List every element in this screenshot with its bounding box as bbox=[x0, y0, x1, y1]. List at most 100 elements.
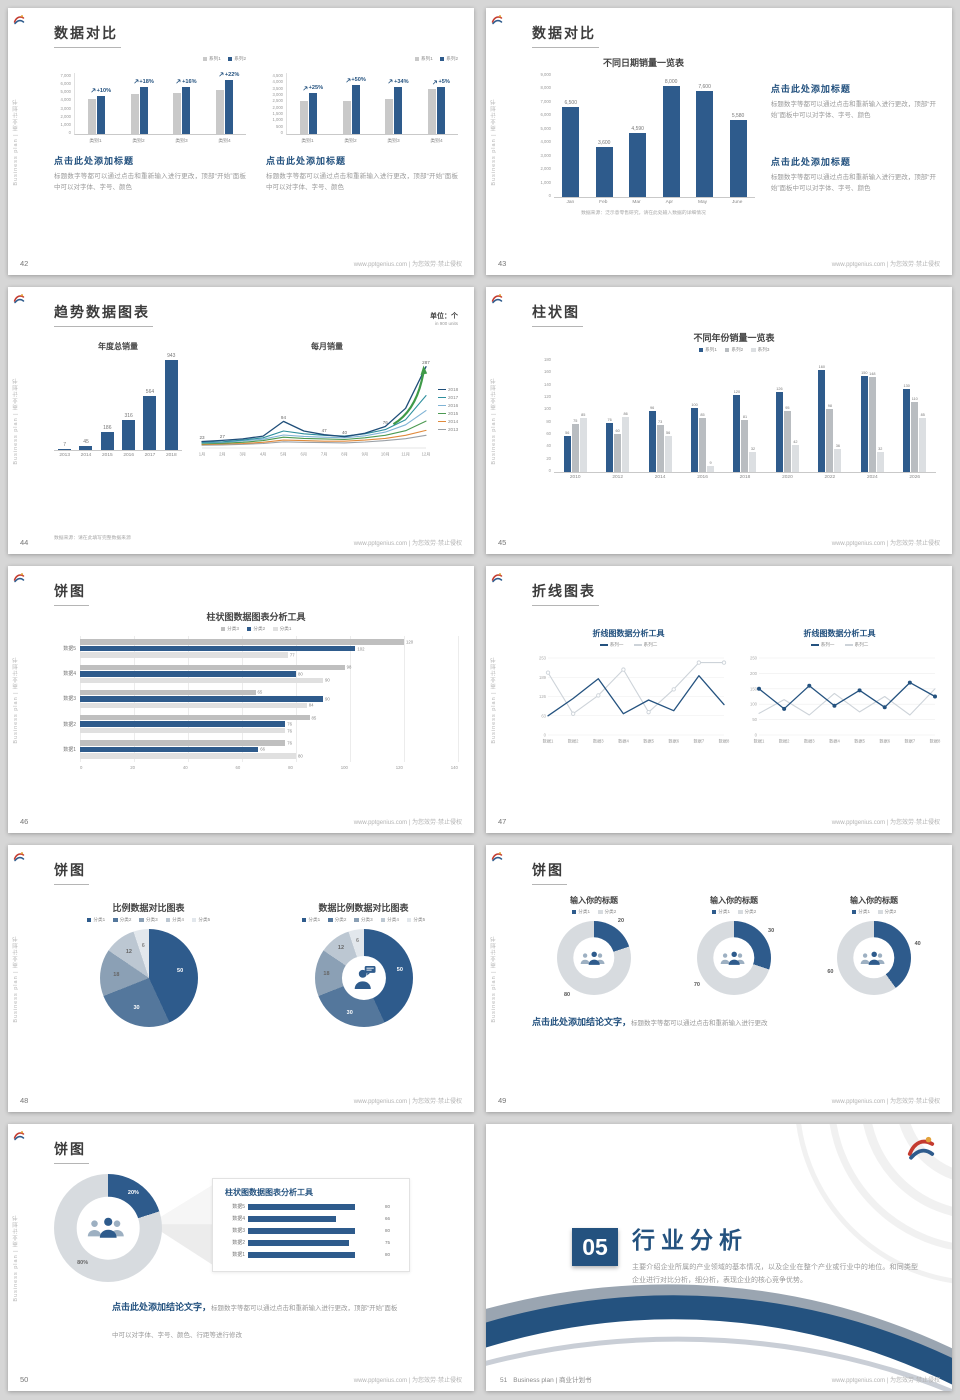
value-label: 80 bbox=[385, 1252, 391, 1257]
slide-50[interactable]: 饼图 20% 80% 柱状图数据图表分析工具 数据5 80 数据4 66 数据3 80 数据2… bbox=[8, 1124, 474, 1391]
page-number: 49 bbox=[498, 1096, 507, 1105]
bar: +22% bbox=[219, 72, 239, 134]
donut-panel: 输入你的标题 分类1 分类2 20 80 bbox=[532, 895, 656, 998]
slide-title: 饼图 bbox=[54, 581, 89, 606]
bar: +25% bbox=[303, 85, 323, 134]
bar: 90 bbox=[80, 677, 330, 684]
y-axis-labels: 7,000 6,000 5,000 4,000 3,000 2,000 1,000 0 bbox=[60, 73, 71, 135]
legend-item: 2015 bbox=[438, 411, 458, 416]
svg-text:数据7: 数据7 bbox=[904, 738, 915, 745]
bar-group: 186 bbox=[100, 355, 114, 450]
svg-text:100: 100 bbox=[750, 702, 758, 707]
value-label: 80 bbox=[385, 1228, 391, 1233]
legend-item: 系列1 bbox=[698, 347, 717, 353]
block-body: 标题数字等都可以通过点击和重新输入进行更改，顶部“开始”面板中可以对字体、字号、… bbox=[770, 174, 936, 193]
slide-content: 柱状图数据图表分析工具 分类3 分类2 分类1 数据5 数据4 数据3 数据2 数据1 120… bbox=[54, 610, 459, 813]
svg-text:5月: 5月 bbox=[280, 452, 287, 458]
text-block: 点击此处添加标题 标题数字等都可以通过点击和重新输入进行更改，顶部“开始”面板中… bbox=[771, 72, 936, 121]
company-logo bbox=[13, 293, 25, 305]
bar: 3,600 bbox=[595, 140, 613, 197]
horizontal-bar-chart: 数据5 80 数据4 66 数据3 80 数据2 75 数据1 80 bbox=[225, 1203, 397, 1258]
slide-47[interactable]: 折线图表 折线图数据分析工具 系列一 系列二 253 189 126 63 0 数据1 数据2… bbox=[486, 566, 952, 833]
chart-title: 数据比例数据对比图表 bbox=[318, 903, 409, 913]
value-label: 8,000 bbox=[664, 78, 678, 85]
conclusion-body: 标题数字等都可以通过点击和重新输入进行更改，顶部“开始”面板中可以对字体、字号、… bbox=[112, 1305, 398, 1340]
legend-item: 系列1 bbox=[414, 56, 433, 62]
bar-group: 564 bbox=[143, 355, 157, 450]
svg-text:40: 40 bbox=[342, 430, 348, 435]
footer-site-text: www.pptgenius.com | 为您效劳·禁止侵权 bbox=[353, 820, 462, 826]
plot-area: 7 45 186 316 564 943 bbox=[54, 353, 182, 451]
x-axis-labels: 类别1 类别2 类别3 类别4 bbox=[89, 139, 231, 144]
bar: 102 bbox=[80, 645, 365, 652]
company-logo bbox=[13, 1130, 25, 1142]
x-axis-labels: 2013 2014 2015 2016 2017 2018 bbox=[59, 453, 177, 458]
svg-text:12月: 12月 bbox=[422, 452, 431, 458]
block-body: 标题数字等都可以通过点击和重新输入进行更改，顶部“开始”面板中可以对字体、字号、… bbox=[54, 173, 246, 192]
slide-46[interactable]: 饼图 柱状图数据图表分析工具 分类3 分类2 分类1 数据5 数据4 数据3 数据2 数据1… bbox=[8, 566, 474, 833]
value-label: 56 bbox=[665, 431, 671, 436]
legend-item: 系列2 bbox=[724, 347, 743, 353]
value-label: 77 bbox=[289, 652, 295, 658]
pie-chart: 50 30 18 12 6 bbox=[314, 929, 413, 1027]
legend-item: 2016 bbox=[438, 403, 458, 408]
bar: 6,500 bbox=[562, 100, 580, 197]
svg-text:数据5: 数据5 bbox=[643, 738, 654, 745]
value-label: 102 bbox=[357, 646, 365, 652]
legend-item: 2013 bbox=[438, 427, 458, 432]
x-axis-labels: 2010 2012 2014 2016 2018 2020 2022 2024 2026 bbox=[569, 475, 921, 480]
footer-site-text: www.pptgenius.com | 为您效劳·禁止侵权 bbox=[831, 541, 940, 547]
value-label: 130 bbox=[903, 383, 910, 388]
svg-text:数据2: 数据2 bbox=[568, 738, 579, 745]
bar bbox=[299, 101, 308, 134]
text-blocks: 点击此处添加标题 标题数字等都可以通过点击和重新输入进行更改，顶部“开始”面板中… bbox=[771, 56, 936, 255]
value-label: 66 bbox=[260, 746, 265, 752]
bar-group: +34% bbox=[385, 73, 409, 134]
plot-area: +25% +50% +34% +5% bbox=[286, 73, 458, 135]
bar-group: 98 80 90 bbox=[80, 664, 458, 684]
legend-item: 分类1 bbox=[301, 917, 320, 923]
legend-item: 系列二 bbox=[633, 642, 657, 648]
slide-49[interactable]: 饼图 输入你的标题 分类1 分类2 20 80 输入你的标题 分类1 分类2 30 70… bbox=[486, 845, 952, 1112]
slide-42[interactable]: 数据对比 系列1 系列2 7,000 6,000 5,000 4,000 3,000 2,00… bbox=[8, 8, 474, 275]
value-label: 90 bbox=[325, 677, 330, 683]
value-label: 76 bbox=[287, 740, 292, 746]
block-heading: 点击此处添加标题 bbox=[266, 156, 347, 166]
category-label: 数据3 bbox=[232, 1228, 245, 1234]
value-label: 90 bbox=[325, 696, 330, 702]
line-chart-svg: 1月 2月 3月 4月 5月 6月 7月 8月 9月 10月 11月 12月 23 27 94 47 40 76 2… bbox=[199, 360, 431, 458]
company-logo bbox=[13, 572, 25, 584]
right-column: 系列1 系列2 4,500 4,000 3,500 3,000 2,500 2,000 1,50… bbox=[266, 56, 458, 255]
side-strip-text: Business plan | 商业计划书 bbox=[13, 97, 19, 186]
grouped-bar-chart: 180 160 140 120 100 80 60 40 20 0 56 75 85 76 60 86 96 73… bbox=[532, 357, 936, 480]
bar: 130 bbox=[903, 384, 911, 472]
bar: +34% bbox=[388, 79, 409, 134]
slide-45[interactable]: 柱状图 不同年份销量一览表 系列1 系列2 系列3 180 160 140 120 100 8… bbox=[486, 287, 952, 554]
percent-label: +34% bbox=[388, 79, 409, 85]
legend-item: 分类1 bbox=[273, 626, 291, 632]
company-logo-icon bbox=[13, 573, 25, 583]
percent-label: +50% bbox=[345, 77, 366, 83]
bar-group: 3,600 bbox=[595, 72, 613, 197]
conclusion-heading: 点击此处添加结论文字， bbox=[112, 1302, 212, 1312]
value-label: 564 bbox=[145, 389, 155, 396]
value-label: 56 bbox=[565, 431, 570, 436]
slide-43[interactable]: 数据对比 不同日期销量一览表 9,000 8,000 7,000 6,000 5,000… bbox=[486, 8, 952, 275]
value-label: 32 bbox=[878, 446, 883, 451]
donut-chart: 40 60 bbox=[812, 921, 936, 995]
value-label: 100 bbox=[691, 403, 698, 408]
slide-title: 数据对比 bbox=[54, 23, 121, 48]
value-label: 3,600 bbox=[597, 140, 611, 146]
bar-group: 943 bbox=[164, 353, 178, 450]
company-logo-icon bbox=[491, 573, 503, 583]
value-label: 96 bbox=[649, 405, 655, 410]
page-number: 47 bbox=[498, 817, 507, 826]
svg-text:27: 27 bbox=[220, 434, 226, 439]
swoosh-graphic bbox=[486, 1284, 952, 1391]
slide-51-section-divider[interactable]: 05 行业分析 主要介绍企业所属的产业领域的基本情况，以及企业在整个产业或行业中… bbox=[486, 1124, 952, 1391]
slide-44[interactable]: 趋势数据图表 单位：个 in 900 units 年度总销量 7 45 186 316… bbox=[8, 287, 474, 554]
slide-48[interactable]: 饼图 比例数据对比图表 分类1 分类2 分类3 分类4 分类5 50 30 18 12 6 数据… bbox=[8, 845, 474, 1112]
line-chart: 253 189 126 63 0 数据1 数据2 数据3 数据4 数据5 数据6 数据7 数据8 bbox=[532, 650, 730, 751]
x-axis-labels: 类别1 类别2 类别3 类别4 bbox=[301, 139, 443, 144]
chart-legend: 分类1 分类2 bbox=[532, 909, 656, 915]
